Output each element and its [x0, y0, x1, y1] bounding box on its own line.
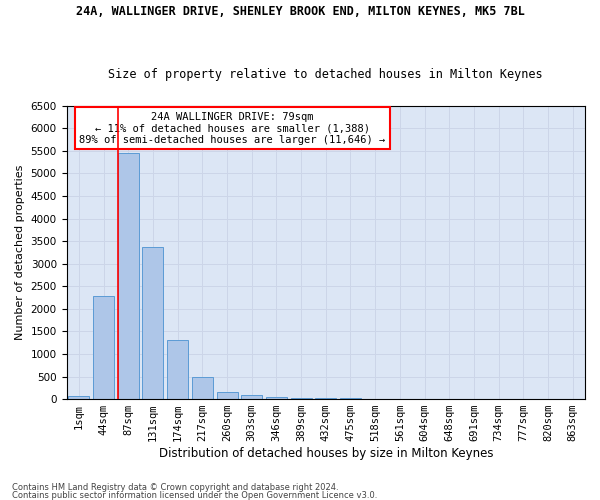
Bar — [340, 398, 361, 399]
Text: 24A WALLINGER DRIVE: 79sqm
← 11% of detached houses are smaller (1,388)
89% of s: 24A WALLINGER DRIVE: 79sqm ← 11% of deta… — [79, 112, 386, 145]
Bar — [68, 396, 89, 399]
X-axis label: Distribution of detached houses by size in Milton Keynes: Distribution of detached houses by size … — [158, 447, 493, 460]
Bar — [217, 392, 238, 399]
Bar — [167, 340, 188, 399]
Bar — [241, 396, 262, 399]
Bar — [266, 397, 287, 399]
Bar — [142, 246, 163, 399]
Bar — [290, 398, 311, 399]
Text: 24A, WALLINGER DRIVE, SHENLEY BROOK END, MILTON KEYNES, MK5 7BL: 24A, WALLINGER DRIVE, SHENLEY BROOK END,… — [76, 5, 524, 18]
Text: Contains public sector information licensed under the Open Government Licence v3: Contains public sector information licen… — [12, 490, 377, 500]
Bar — [118, 153, 139, 399]
Bar — [192, 378, 213, 399]
Bar — [93, 296, 114, 399]
Text: Contains HM Land Registry data © Crown copyright and database right 2024.: Contains HM Land Registry data © Crown c… — [12, 484, 338, 492]
Title: Size of property relative to detached houses in Milton Keynes: Size of property relative to detached ho… — [109, 68, 543, 81]
Bar — [315, 398, 336, 399]
Y-axis label: Number of detached properties: Number of detached properties — [15, 164, 25, 340]
